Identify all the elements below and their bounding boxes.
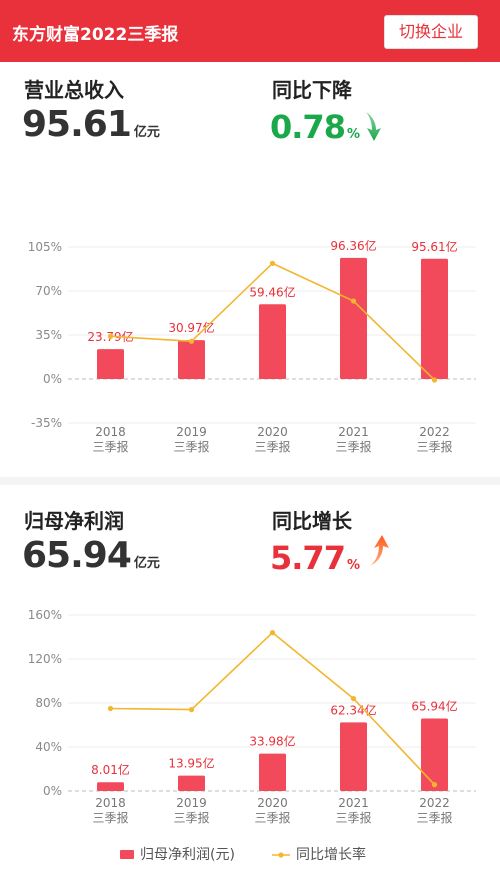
growth-point [431,377,438,383]
bar-value-label: 8.01亿 [91,762,130,777]
revenue-value: 95.61 亿元 [22,104,160,145]
revenue-change-label: 同比下降 [272,78,352,102]
x-tick-year: 2019 [176,796,207,810]
y-tick-label: -35% [31,416,62,430]
legend-line-label: 同比增长率 [296,846,366,863]
x-tick-year: 2022 [419,425,450,439]
bar-value-label: 13.95亿 [168,756,214,771]
x-tick-period: 三季报 [173,439,209,454]
y-tick-label: 35% [35,328,62,342]
bar [421,718,448,791]
x-tick-period: 三季报 [92,439,128,454]
profit-chart: 160% 120% 80% 40% 0% 8.01亿 13.95亿 33.98亿 62.34亿 6… [28,608,476,863]
growth-point [107,333,114,339]
y-tick-label: 0% [43,372,62,386]
growth-point [350,696,357,702]
x-tick-year: 2020 [257,425,288,439]
y-tick-label: 80% [35,696,62,710]
legend-bar-label: 归母净利润(元) [140,846,235,863]
x-tick-year: 2021 [338,425,369,439]
bar-value-label: 95.61亿 [411,239,457,254]
x-tick-period: 三季报 [335,439,371,454]
growth-point [350,298,357,304]
bar [97,782,124,791]
x-tick-period: 三季报 [92,810,128,825]
bar [340,722,367,791]
revenue-number: 95.61 [22,104,132,145]
x-tick-year: 2018 [95,796,126,810]
bar [340,257,367,379]
x-tick-period: 三季报 [254,810,290,825]
x-tick-period: 三季报 [335,810,371,825]
bar [259,304,286,379]
revenue-section: 营业总收入 95.61 亿元 同比下降 0.78% 105% 70% 35% 0% -35… [0,62,500,477]
switch-company-button[interactable]: 切换企业 [384,15,478,49]
profit-change-number: 5.77 [270,539,346,577]
y-tick-label: 0% [43,784,62,798]
bar [421,258,448,379]
growth-point [188,707,195,713]
report-title: 东方财富2022三季报 [12,25,179,45]
app-header: 东方财富2022三季报 切换企业 [0,0,500,62]
bar-value-label: 96.36亿 [330,238,376,253]
y-tick-label: 120% [28,652,62,666]
y-tick-label: 70% [35,284,62,298]
growth-point [431,782,438,788]
legend-line-dot [278,852,284,858]
bar-value-label: 59.46亿 [249,284,295,299]
y-tick-label: 160% [28,608,62,622]
growth-point [269,630,276,636]
section-divider [0,477,500,485]
profit-value: 65.94 亿元 [22,535,160,576]
growth-point [107,705,114,712]
x-tick-period: 三季报 [416,439,452,454]
revenue-change-value: 0.78% [270,108,360,146]
growth-point [269,260,276,266]
bar-value-label: 33.98亿 [249,734,295,749]
x-tick-year: 2022 [419,796,450,810]
profit-change-value: 5.77% [270,539,360,577]
legend-bar-swatch [120,850,134,859]
bar-value-label: 30.97亿 [168,320,214,335]
x-tick-year: 2020 [257,796,288,810]
profit-section: 归母净利润 65.94 亿元 同比增长 5.77% 160% 120% 80% 40% 0… [0,485,500,895]
x-tick-period: 三季报 [416,810,452,825]
y-tick-label: 40% [35,740,62,754]
profit-change-label: 同比增长 [272,509,352,533]
x-tick-year: 2019 [176,425,207,439]
profit-number: 65.94 [22,535,132,576]
bar-value-label: 62.34亿 [330,702,376,717]
bar [178,340,205,379]
x-tick-year: 2018 [95,425,126,439]
bar-value-label: 65.94亿 [411,698,457,713]
growth-point [188,338,195,344]
bar [178,775,205,791]
revenue-change-unit: % [346,127,360,142]
revenue-chart: 105%70%35%0%-35%23.79亿30.97亿59.46亿96.36亿… [28,238,476,454]
profit-unit: 亿元 [133,556,160,571]
profit-label: 归母净利润 [24,509,124,533]
bar [259,753,286,791]
revenue-change-number: 0.78 [270,108,346,146]
arrow-down-icon [366,112,381,141]
profit-change-unit: % [346,558,360,573]
arrow-up-icon [370,535,389,566]
revenue-label: 营业总收入 [24,78,124,102]
x-tick-period: 三季报 [173,810,209,825]
y-tick-label: 105% [28,240,62,254]
bar [97,349,124,379]
revenue-unit: 亿元 [133,125,160,140]
x-tick-period: 三季报 [254,439,290,454]
x-tick-year: 2021 [338,796,369,810]
